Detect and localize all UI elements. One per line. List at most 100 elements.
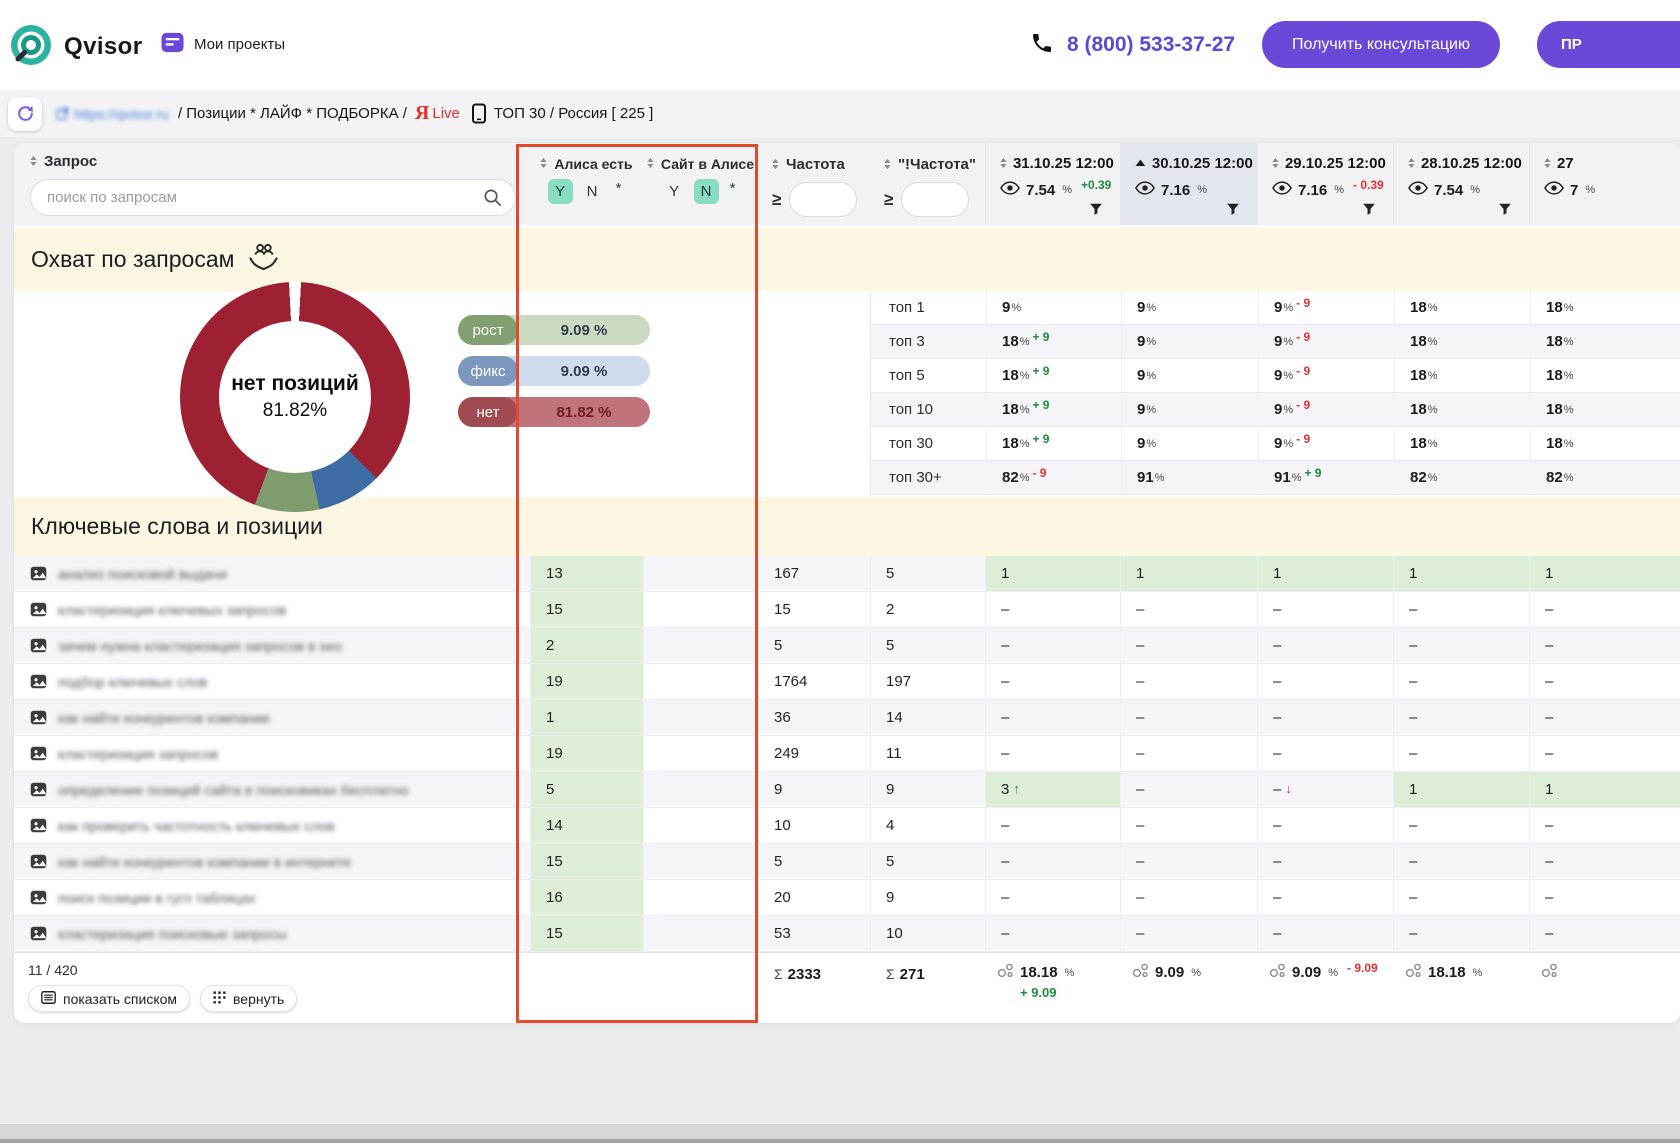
frequency-cell: 5 <box>758 628 870 663</box>
my-projects-link[interactable]: Мои проекты <box>160 31 285 58</box>
alisa-column-label: Алиса есть <box>554 156 633 172</box>
frequency-min-input[interactable] <box>789 182 858 217</box>
table-row[interactable]: зачем нужна кластеризация запросов в seo… <box>14 628 1680 664</box>
sort-icon[interactable]: ▲ ▼ <box>1406 156 1417 170</box>
eye-icon[interactable] <box>1544 181 1564 199</box>
table-row[interactable]: анализ поисковой выдачи 13 167 5 1 1 1 1… <box>14 556 1680 592</box>
average-delta: +0.39 <box>1080 178 1112 192</box>
table-row[interactable]: кластеризация ключевых запросов 15 15 2 … <box>14 592 1680 628</box>
phone-number[interactable]: 8 (800) 533-37-27 <box>1067 33 1236 56</box>
date-column-header[interactable]: ▲ ▼ 28.10.25 12:00 7.54% <box>1393 143 1529 225</box>
filter-no-button[interactable]: N <box>693 179 719 204</box>
topn-value-cell: 18% <box>1530 291 1680 325</box>
position-cell: – <box>985 880 1120 915</box>
coverage-title: Охват по запросам <box>31 246 235 272</box>
image-icon[interactable] <box>30 746 47 761</box>
percent-sign: % <box>1334 184 1344 196</box>
table-row[interactable]: поиск позиции в гугл таблицах 16 20 9 – … <box>14 880 1680 916</box>
eye-icon[interactable] <box>1272 181 1292 199</box>
table-row[interactable]: подбор ключевых слов 19 1764 197 – – – –… <box>14 664 1680 700</box>
site-alisa-cell <box>643 700 758 735</box>
keyword-text: зачем нужна кластеризация запросов в seo <box>58 637 343 654</box>
refresh-button[interactable] <box>8 96 42 131</box>
sort-icon[interactable]: ▲ ▼ <box>1270 156 1281 170</box>
show-as-list-button[interactable]: показать списком <box>28 985 191 1012</box>
topn-row-label: топ 1 <box>871 291 986 325</box>
return-button[interactable]: вернуть <box>200 985 298 1012</box>
bubbles-icon <box>1541 963 1558 982</box>
position-cell: – <box>1393 700 1529 735</box>
sort-icon[interactable]: ▲ ▼ <box>1542 156 1553 170</box>
legend-pill: нет 81.82 % <box>458 397 650 427</box>
sort-icon[interactable]: ▲ ▼ <box>998 156 1009 170</box>
position-cell: – <box>1120 628 1257 663</box>
column-average: 7.54 <box>1026 181 1056 199</box>
image-icon[interactable] <box>30 674 47 689</box>
filter-funnel-icon[interactable] <box>1089 202 1103 216</box>
table-row[interactable]: кластеризация запросов 19 249 11 – – – –… <box>14 736 1680 772</box>
filter-yes-button[interactable]: Y <box>669 183 680 200</box>
date-column-header[interactable]: ▲ 30.10.25 12:00 7.16% <box>1120 143 1257 225</box>
position-cell: – <box>1120 844 1257 879</box>
image-icon[interactable] <box>30 818 47 833</box>
position-cell: 1 <box>1529 772 1680 807</box>
search-icon[interactable] <box>483 188 502 211</box>
alisa-count-cell: 19 <box>530 736 643 771</box>
sort-icon[interactable]: ▲ ▼ <box>28 154 39 168</box>
filter-funnel-icon[interactable] <box>1498 202 1512 216</box>
table-row[interactable]: кластеризация поисковые запросы 15 53 10… <box>14 916 1680 952</box>
sort-icon[interactable]: ▲ <box>1132 157 1149 169</box>
consult-button[interactable]: Получить консультацию <box>1262 21 1500 68</box>
frequency-cell: 36 <box>758 700 870 735</box>
value-delta: + 9 <box>1032 363 1050 378</box>
sort-icon[interactable]: ▲ ▼ <box>882 157 893 171</box>
brand-logo-group[interactable]: Qvisor <box>8 22 142 72</box>
position-cell: – <box>1120 916 1257 951</box>
eye-icon[interactable] <box>1000 181 1020 199</box>
date-column-header[interactable]: ▲ ▼ 29.10.25 12:00 7.16% - 0.39 <box>1257 143 1393 225</box>
date-column-header[interactable]: ▲ ▼ 27 7% <box>1529 143 1680 225</box>
gte-symbol: ≥ <box>884 189 894 209</box>
frequency-sum-value: 2333 <box>787 966 822 983</box>
keyword-text: как проверить частотность ключевых слов <box>58 817 335 834</box>
image-icon[interactable] <box>30 854 47 869</box>
filter-funnel-icon[interactable] <box>1226 202 1240 216</box>
image-icon[interactable] <box>30 782 47 797</box>
filter-any-button[interactable]: * <box>729 179 736 197</box>
table-row[interactable]: как найти конкурентов компании 1 36 14 –… <box>14 700 1680 736</box>
topn-row-label: топ 30+ <box>871 461 986 495</box>
site-alisa-cell <box>643 772 758 807</box>
project-url-link[interactable]: https://qvisor.ru <box>56 106 169 122</box>
eye-icon[interactable] <box>1135 181 1155 199</box>
position-cell: – <box>1393 736 1529 771</box>
image-icon[interactable] <box>30 890 47 905</box>
image-icon[interactable] <box>30 926 47 941</box>
image-icon[interactable] <box>30 710 47 725</box>
breadcrumb-path: / Позиции * ЛАЙФ * ПОДБОРКА / <box>177 105 407 122</box>
table-row[interactable]: как проверить частотность ключевых слов … <box>14 808 1680 844</box>
filter-yes-button[interactable]: Y <box>547 179 573 204</box>
date-column-header[interactable]: ▲ ▼ 31.10.25 12:00 7.54% +0.39 <box>985 143 1120 225</box>
sort-icon[interactable]: ▲ ▼ <box>538 157 550 170</box>
value-delta: + 9 <box>1032 329 1050 344</box>
position-cell: 1 <box>1529 556 1680 591</box>
keyword-text: кластеризация ключевых запросов <box>58 601 287 618</box>
filter-no-button[interactable]: N <box>586 183 598 200</box>
keywords-title: Ключевые слова и позиции <box>31 513 323 539</box>
eye-icon[interactable] <box>1408 181 1428 199</box>
filter-funnel-icon[interactable] <box>1362 202 1376 216</box>
exact-frequency-min-input[interactable] <box>901 182 970 217</box>
image-icon[interactable] <box>30 566 47 581</box>
search-input[interactable] <box>30 179 516 216</box>
filter-any-button[interactable]: * <box>615 179 622 197</box>
image-icon[interactable] <box>30 602 47 617</box>
position-cell: – <box>1393 844 1529 879</box>
table-row[interactable]: как найти конкурентов компании в интерне… <box>14 844 1680 880</box>
position-cell: – <box>1529 664 1680 699</box>
table-row[interactable]: определение позиций сайта в поисковиках … <box>14 772 1680 808</box>
sort-icon[interactable]: ▲ ▼ <box>645 157 656 170</box>
profile-button[interactable]: ПР <box>1537 21 1680 68</box>
sort-icon[interactable]: ▲ ▼ <box>770 157 781 171</box>
coverage-donut: нет позиций 81.82% <box>180 282 410 512</box>
image-icon[interactable] <box>30 638 47 653</box>
